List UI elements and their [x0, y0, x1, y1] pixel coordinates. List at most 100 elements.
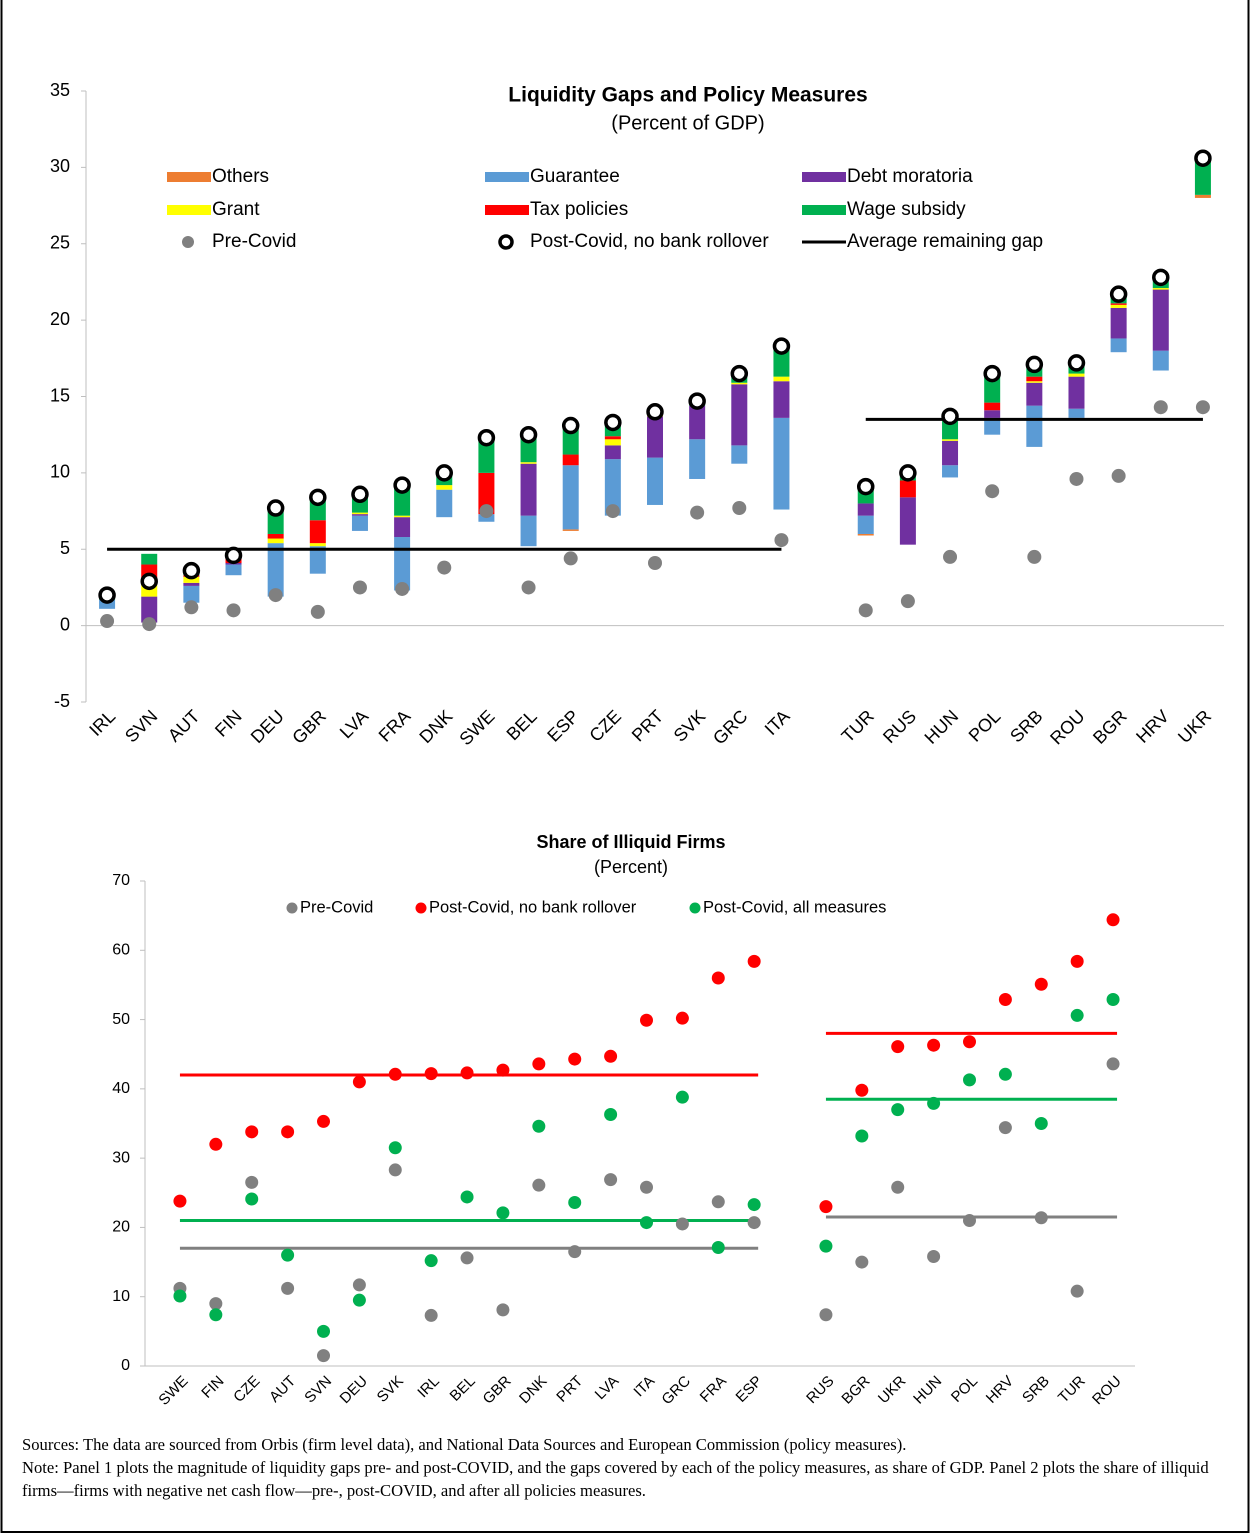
- dot: [388, 1163, 402, 1177]
- legend-swatch: [802, 205, 846, 215]
- bar-segment: [857, 515, 874, 534]
- dot: [690, 505, 705, 520]
- x-tick-label: HUN: [910, 1373, 945, 1408]
- x-tick-label: SVK: [374, 1373, 407, 1406]
- ring: [224, 546, 243, 565]
- dot: [281, 1125, 295, 1139]
- dot: [605, 504, 620, 519]
- y-tick-label: 10: [50, 462, 70, 482]
- dot: [675, 1090, 689, 1104]
- x-tick-label: LVA: [592, 1373, 623, 1404]
- x-tick-label: CZE: [585, 706, 625, 746]
- bar-segment: [1152, 289, 1169, 351]
- x-tick-label: BEL: [447, 1373, 479, 1405]
- x-tick-label: IRL: [85, 706, 119, 740]
- legend-label: Pre-Covid: [212, 231, 296, 252]
- dot: [281, 1248, 295, 1262]
- bar-segment: [183, 585, 200, 603]
- legend-label: Wage subsidy: [847, 199, 966, 220]
- legend-label: Grant: [212, 199, 260, 220]
- bar-segment: [984, 410, 1001, 418]
- bar-segment: [604, 445, 621, 460]
- bar-segment: [857, 533, 874, 536]
- legend-label: Guarantee: [530, 166, 620, 187]
- x-tick-label: FRA: [375, 706, 415, 746]
- x-tick-label: HUN: [921, 706, 963, 748]
- dot: [352, 1075, 366, 1089]
- dot: [604, 1049, 618, 1063]
- x-tick-label: ROU: [1089, 1373, 1125, 1409]
- dot: [747, 1216, 761, 1230]
- bar-segment: [562, 454, 579, 466]
- x-tick-label: DEU: [247, 706, 288, 747]
- bar-segment: [309, 520, 326, 544]
- x-tick-label: ESP: [733, 1373, 766, 1406]
- x-tick-label: HRV: [983, 1373, 1017, 1407]
- dot: [927, 1250, 941, 1264]
- bar-segment: [1194, 194, 1211, 198]
- dot: [1070, 1284, 1084, 1298]
- dot: [437, 560, 452, 575]
- bar-segment: [1110, 338, 1127, 353]
- x-tick-label: BGR: [838, 1373, 873, 1408]
- bar-segment: [731, 384, 748, 446]
- dot: [640, 1013, 653, 1027]
- x-tick-label: BGR: [1089, 706, 1131, 748]
- dot: [317, 1349, 330, 1363]
- dot: [747, 1198, 761, 1212]
- x-tick-label: SWE: [155, 1373, 191, 1409]
- dot: [1106, 913, 1120, 927]
- dot: [521, 580, 536, 595]
- sources: Sources: The data are sourced from Orbis…: [22, 1435, 907, 1454]
- dot: [819, 1239, 833, 1253]
- note: Note: Panel 1 plots the magnitude of liq…: [22, 1458, 1209, 1500]
- ring: [98, 586, 116, 604]
- dot: [532, 1178, 546, 1192]
- bar-segment: [1068, 373, 1085, 377]
- dot: [388, 1141, 402, 1155]
- legend-swatch: [498, 234, 514, 250]
- bar-segment: [1068, 408, 1085, 418]
- legend-swatch: [286, 902, 298, 914]
- ring: [1109, 285, 1128, 303]
- notes: Sources: The data are sourced from Orbis…: [22, 1433, 1237, 1502]
- bar-segment: [899, 480, 916, 498]
- dot: [943, 549, 958, 564]
- legend-label: Others: [212, 166, 269, 187]
- dot: [395, 581, 410, 596]
- dot: [711, 971, 725, 985]
- dot: [317, 1114, 330, 1128]
- dot: [1027, 549, 1042, 564]
- dot: [532, 1057, 546, 1071]
- x-tick-label: FRA: [697, 1373, 730, 1406]
- dot: [732, 501, 747, 516]
- dot: [855, 1083, 869, 1097]
- dot: [352, 580, 367, 595]
- bar-segment: [942, 440, 959, 466]
- dot: [568, 1245, 582, 1259]
- bar-segment: [647, 416, 663, 458]
- chart-subtitle: (Percent): [594, 857, 668, 877]
- ring: [435, 464, 454, 482]
- dot: [985, 484, 1000, 499]
- dot: [774, 533, 789, 548]
- dot: [209, 1137, 223, 1151]
- dot: [998, 992, 1012, 1006]
- y-tick-label: 40: [112, 1080, 130, 1097]
- dot: [1069, 471, 1084, 486]
- bar-segment: [436, 485, 453, 490]
- ring: [983, 364, 1001, 383]
- dot: [927, 1096, 941, 1110]
- dot: [891, 1103, 905, 1117]
- bar-segment: [1110, 304, 1127, 308]
- x-tick-label: ITA: [630, 1373, 658, 1401]
- y-tick-label: -5: [54, 691, 70, 711]
- x-tick-label: FIN: [211, 706, 246, 741]
- dot: [604, 1107, 618, 1121]
- dot: [1153, 400, 1168, 415]
- legend-swatch: [802, 172, 846, 182]
- y-tick-label: 0: [121, 1357, 130, 1374]
- legend-swatch: [167, 205, 211, 215]
- bar-segment: [1110, 303, 1127, 305]
